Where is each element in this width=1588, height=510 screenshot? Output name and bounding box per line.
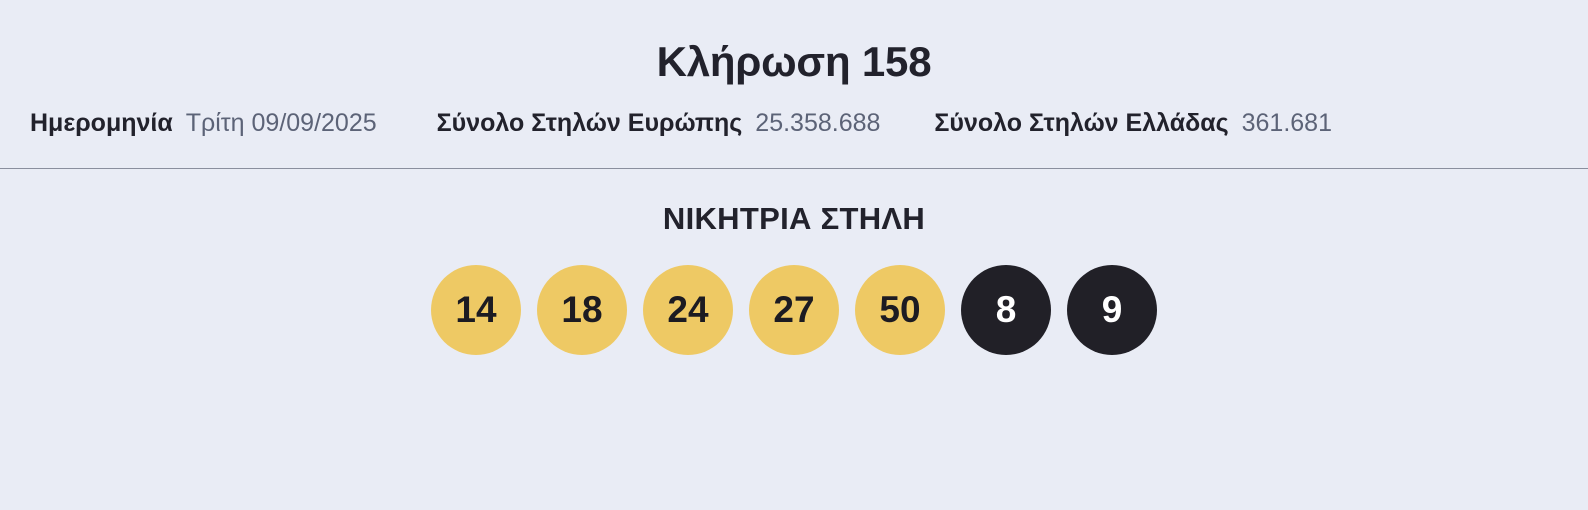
winning-star-ball: 8 (961, 264, 1051, 355)
winning-number-ball: 27 (749, 264, 839, 355)
meta-value-europe-columns: 25.358.688 (755, 109, 881, 138)
winning-star-ball: 9 (1067, 264, 1157, 355)
winning-row-heading: ΝΙΚΗΤΡΙΑ ΣΤΗΛΗ (662, 200, 926, 236)
meta-label-europe-columns: Σύνολο Στηλών Ευρώπης (436, 109, 743, 138)
winning-numbers-row: 14 18 24 27 50 8 9 (0, 264, 1588, 355)
draw-header: Κλήρωση 158 Ημερομηνία Τρίτη 09/09/2025 … (0, 0, 1588, 140)
winning-row-section: ΝΙΚΗΤΡΙΑ ΣΤΗΛΗ 14 18 24 27 50 8 9 (0, 169, 1588, 355)
winning-number-ball: 18 (537, 264, 627, 355)
meta-label-date: Ημερομηνία (30, 109, 173, 138)
meta-item-greece-columns: Σύνολο Στηλών Ελλάδας 361.681 (934, 107, 1332, 140)
winning-number-ball: 24 (643, 264, 733, 355)
meta-item-europe-columns: Σύνολο Στηλών Ευρώπης 25.358.688 (437, 107, 881, 140)
winning-number-ball: 14 (431, 264, 521, 355)
meta-value-date: Τρίτη 09/09/2025 (185, 109, 377, 138)
winning-number-ball: 50 (855, 264, 945, 355)
meta-value-greece-columns: 361.681 (1241, 109, 1332, 138)
section-divider (0, 167, 1588, 169)
meta-label-greece-columns: Σύνολο Στηλών Ελλάδας (934, 109, 1229, 138)
draw-meta-row: Ημερομηνία Τρίτη 09/09/2025 Σύνολο Στηλώ… (0, 107, 1588, 140)
meta-item-date: Ημερομηνία Τρίτη 09/09/2025 (30, 107, 377, 140)
page-title: Κλήρωση 158 (656, 38, 932, 85)
